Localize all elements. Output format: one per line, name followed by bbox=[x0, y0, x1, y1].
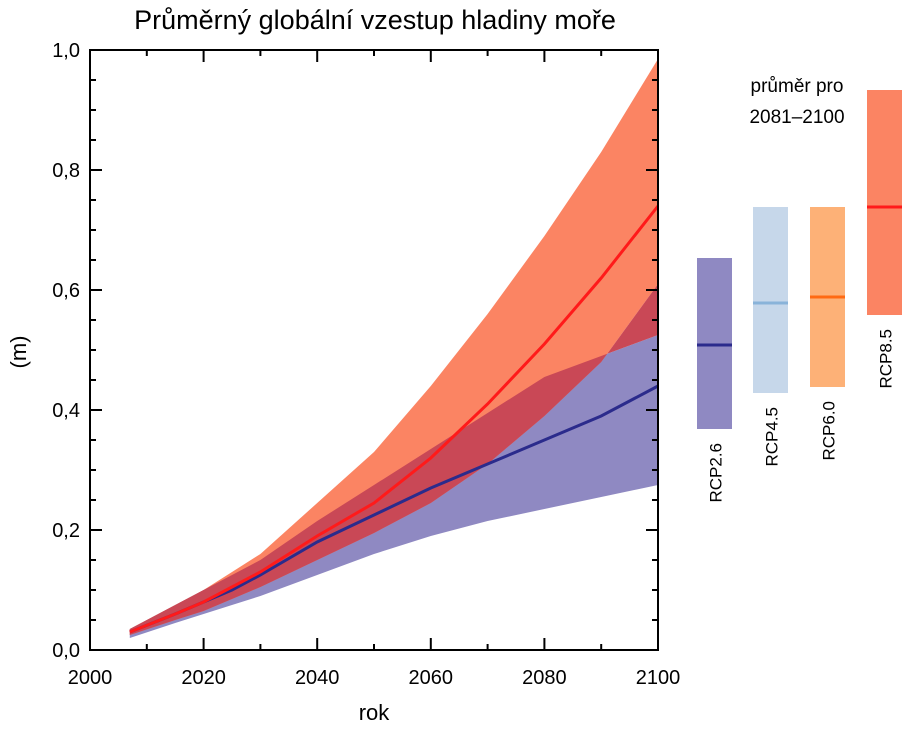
y-axis-title: (m) bbox=[6, 336, 31, 369]
rcp85-mean-line bbox=[129, 205, 658, 634]
y-tick-label: 0,6 bbox=[52, 280, 80, 302]
x-tick-label: 2040 bbox=[295, 667, 340, 689]
side-panel-title-line2: 2081–2100 bbox=[749, 107, 844, 128]
y-tick-label: 0,4 bbox=[52, 400, 80, 422]
x-tick-label: 2000 bbox=[68, 667, 113, 689]
y-tick-label: 1,0 bbox=[52, 40, 80, 62]
axis-ticks bbox=[89, 49, 659, 651]
side-bar-label: RCP6.0 bbox=[820, 401, 839, 461]
side-panel-title-line1: průměr pro bbox=[751, 76, 844, 97]
x-tick-label: 2020 bbox=[181, 667, 226, 689]
x-tick-label: 2100 bbox=[636, 667, 681, 689]
rcp85-band bbox=[129, 59, 658, 635]
side-bar-label: RCP8.5 bbox=[877, 329, 896, 389]
chart-title: Průměrný globální vzestup hladiny moře bbox=[134, 5, 616, 35]
uncertainty-bands bbox=[129, 59, 658, 638]
side-panel-bars: RCP2.6 RCP4.5 RCP6.0 RCP8.5 bbox=[697, 90, 902, 503]
side-bar-label: RCP2.6 bbox=[707, 443, 726, 503]
x-tick-label: 2080 bbox=[522, 667, 567, 689]
mean-lines bbox=[129, 205, 658, 634]
axis-tick-labels: 2000 2020 2040 2060 2080 2100 0,0 0,2 0,4 0,6 0,8 1… bbox=[52, 40, 680, 689]
x-axis-title: rok bbox=[359, 700, 391, 725]
y-tick-label: 0,8 bbox=[52, 160, 80, 182]
y-tick-label: 0,2 bbox=[52, 520, 80, 542]
y-tick-label: 0,0 bbox=[52, 640, 80, 662]
x-tick-label: 2060 bbox=[409, 667, 454, 689]
side-bar-rcp45 bbox=[753, 207, 788, 393]
side-bar-label: RCP4.5 bbox=[763, 407, 782, 467]
side-bar-rcp85 bbox=[867, 90, 902, 315]
